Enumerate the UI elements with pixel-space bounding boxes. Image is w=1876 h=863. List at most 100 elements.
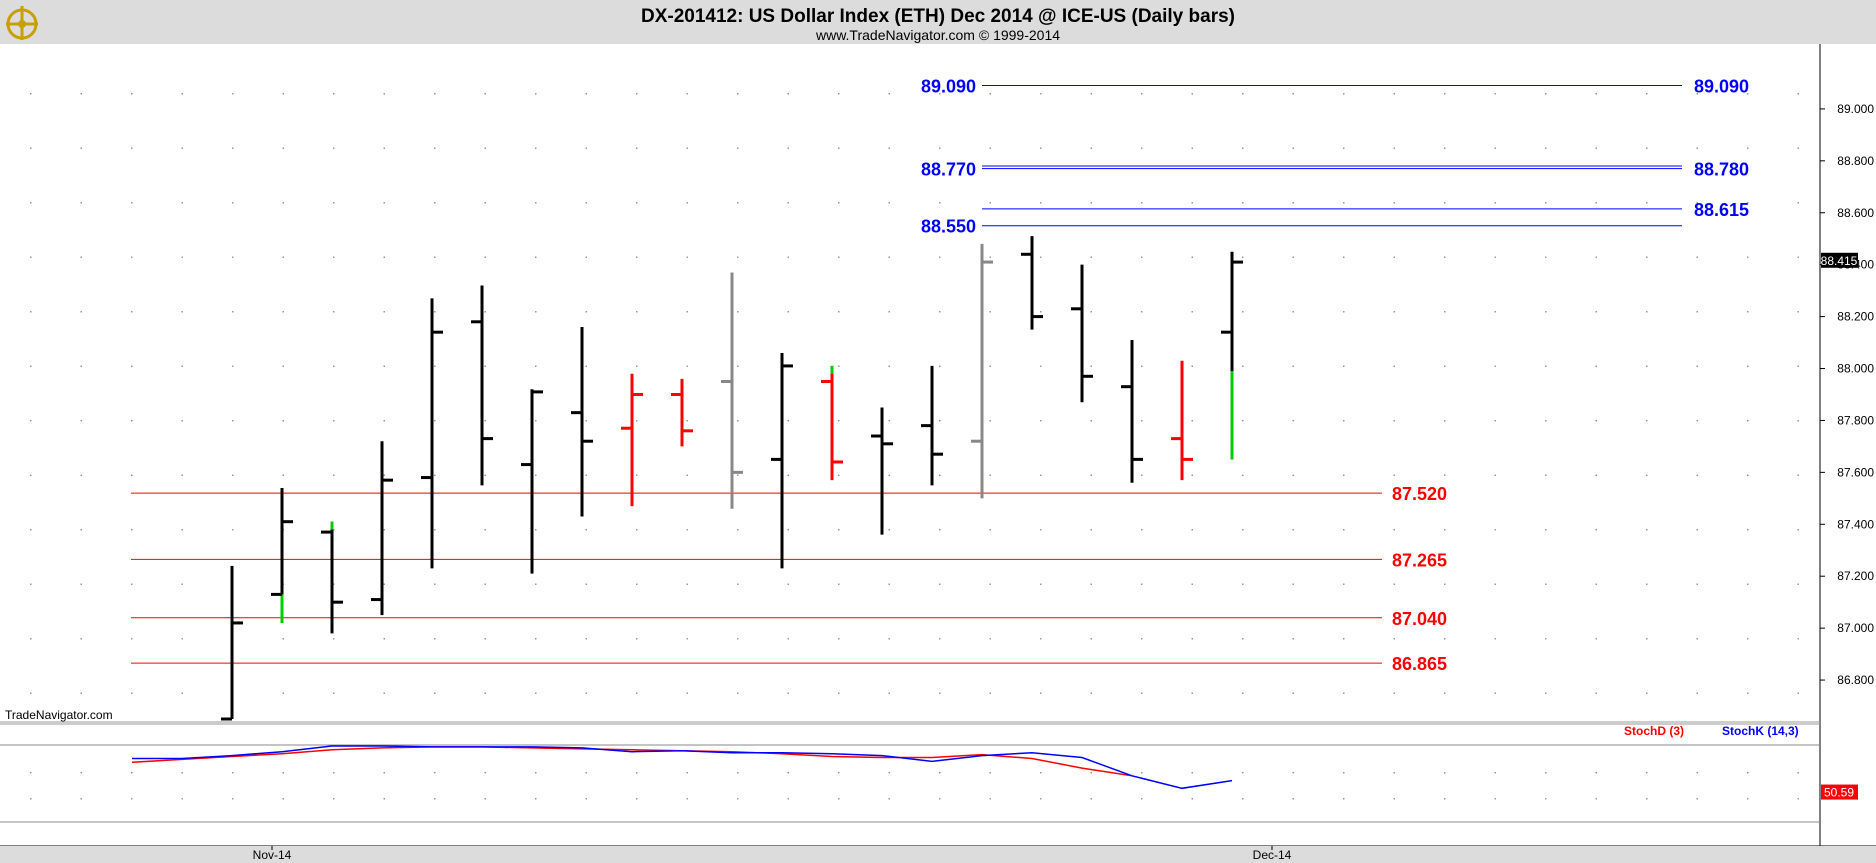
grid-dot [939,93,941,95]
grid-dot [1747,202,1749,204]
grid-dot [282,420,284,422]
grid-dot [989,365,991,367]
grid-dot [1747,529,1749,531]
grid-dot [30,365,32,367]
grid-dot [181,202,183,204]
ohlc-bar [1021,236,1043,330]
grid-dot [1292,583,1294,585]
grid-dot [484,583,486,585]
grid-dot [484,529,486,531]
grid-dot [1696,93,1698,95]
grid-dot [1595,798,1597,800]
grid-dot [1090,474,1092,476]
grid-dot [737,420,739,422]
grid-dot [1494,474,1496,476]
grid-dot [1141,420,1143,422]
grid-dot [232,529,234,531]
grid-dot [383,638,385,640]
grid-dot [1747,638,1749,640]
grid-dot [1292,692,1294,694]
grid-dot [1696,147,1698,149]
grid-dot [1595,147,1597,149]
grid-dot [1242,692,1244,694]
grid-dot [383,583,385,585]
grid-dot [636,311,638,313]
grid-dot [1242,772,1244,774]
grid-dot [434,147,436,149]
grid-dot [131,93,133,95]
grid-dot [1545,202,1547,204]
grid-dot [939,365,941,367]
grid-dot [30,474,32,476]
grid-dot [282,202,284,204]
grid-dot [1494,147,1496,149]
grid-dot [787,772,789,774]
ohlc-bar [621,373,643,507]
grid-dot [1090,529,1092,531]
grid-dot [434,583,436,585]
grid-dot [1797,365,1799,367]
grid-dot [434,474,436,476]
grid-dot [686,798,688,800]
grid-dot [737,772,739,774]
ohlc-bar [1171,360,1193,481]
grid-dot [1545,365,1547,367]
grid-dot [1747,256,1749,258]
grid-dot [1545,772,1547,774]
grid-dot [1545,256,1547,258]
grid-dot [1393,692,1395,694]
grid-dot [1292,529,1294,531]
grid-dot [181,772,183,774]
grid-dot [1343,583,1345,585]
grid-dot [80,93,82,95]
grid-dot [737,798,739,800]
grid-dot [1444,147,1446,149]
grid-dot [1040,256,1042,258]
ohlc-bar [771,352,793,569]
grid-dot [1545,529,1547,531]
grid-dot [989,798,991,800]
grid-dot [737,256,739,258]
grid-dot [888,202,890,204]
ohlc-bars [221,236,1243,721]
grid-dot [1393,798,1395,800]
grid-dot [737,147,739,149]
grid-dot [383,798,385,800]
last-price-badge-text: 88.415 [1821,254,1858,268]
grid-dot [1747,772,1749,774]
grid-dot [1444,420,1446,422]
grid-dot [1191,772,1193,774]
grid-dot [333,583,335,585]
grid-dot [1747,692,1749,694]
grid-dot [888,583,890,585]
grid-dot [1595,583,1597,585]
grid-dot [80,365,82,367]
grid-dot [1444,93,1446,95]
ohlc-bar [271,487,293,623]
grid-dot [737,311,739,313]
grid-dot [333,638,335,640]
grid-dot [686,202,688,204]
grid-dot [232,147,234,149]
stoch-value-badge [1821,784,1858,800]
grid-dot [30,147,32,149]
grid-dot [1797,420,1799,422]
grid-dot [1292,147,1294,149]
grid-dot [1242,147,1244,149]
grid-dot [636,692,638,694]
support-label: 87.265 [1392,550,1447,570]
y-tick-label: 87.000 [1837,621,1874,635]
grid-dot [1242,474,1244,476]
grid-dot [1141,529,1143,531]
resistance-label-left: 88.770 [921,160,976,180]
ohlc-bar [471,285,493,486]
grid-dot [939,420,941,422]
grid-dot [787,638,789,640]
grid-dot [434,692,436,694]
grid-dot [686,692,688,694]
grid-dot [333,147,335,149]
grid-dot [434,93,436,95]
grid-dot [737,365,739,367]
grid-dot [585,420,587,422]
